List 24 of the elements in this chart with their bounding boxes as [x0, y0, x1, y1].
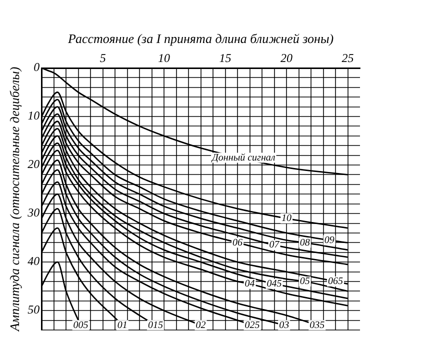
x-tick-label: 20	[280, 50, 293, 65]
annotation: 08	[300, 237, 310, 248]
annotation: 02	[196, 320, 206, 331]
x-tick-label: 25	[342, 50, 354, 65]
annotation: Донный сигнал	[211, 152, 276, 164]
annotation: 04	[244, 278, 255, 290]
x-tick-label: 5	[100, 50, 106, 65]
annotation: 10	[282, 213, 292, 224]
x-tick-label: 15	[219, 50, 232, 65]
y-tick-label: 50	[28, 302, 40, 317]
annotation: 05	[300, 276, 310, 288]
y-axis-title: Амплитуда сигнала (относительные децибелы)	[7, 66, 22, 332]
y-tick-label: 0	[34, 60, 40, 74]
annotation: 09	[324, 234, 334, 246]
annotation: 01	[117, 320, 128, 331]
annotation: 06	[232, 237, 243, 248]
y-tick-label: 10	[28, 108, 40, 123]
x-axis-title: Расстояние (за I принята длина ближней зоны)	[66, 31, 334, 46]
annotation: 07	[269, 240, 280, 251]
annotation: 03	[279, 320, 290, 331]
y-tick-label: 20	[28, 157, 40, 172]
x-tick-label: 10	[158, 50, 170, 65]
y-tick-label: 30	[26, 206, 40, 220]
y-tick-label: 40	[28, 254, 40, 268]
